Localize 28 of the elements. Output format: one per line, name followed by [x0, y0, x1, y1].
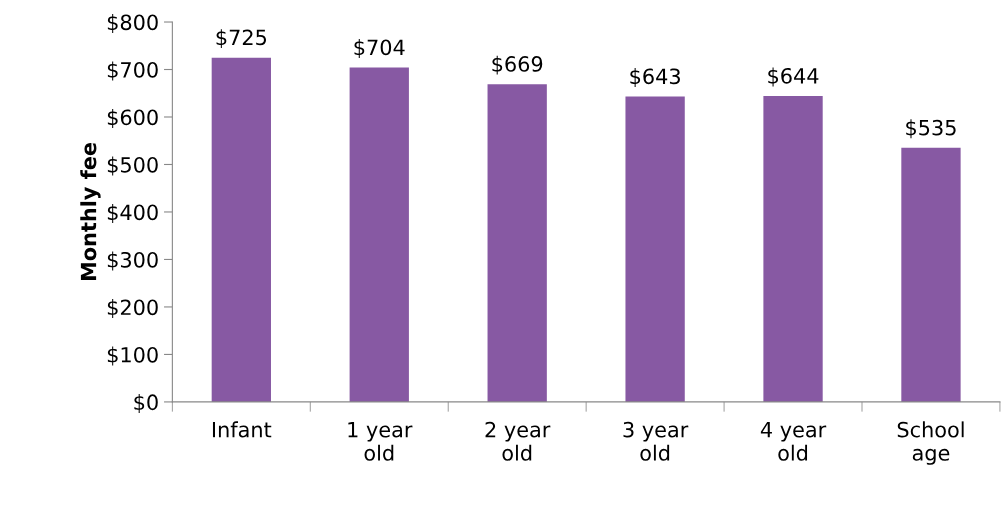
y-tick-label: $100	[107, 346, 158, 366]
x-tick-label: 2 year old	[485, 421, 551, 461]
bar	[349, 67, 409, 402]
bar	[211, 57, 271, 402]
x-tick-label: School age	[897, 421, 964, 465]
x-tick-label: 1 year old	[348, 422, 413, 461]
y-tick-label: $300	[107, 251, 158, 271]
x-tick-label: Infant	[212, 421, 272, 438]
y-tick-label: $700	[107, 61, 158, 81]
x-tick-label: 4 year old	[760, 422, 827, 461]
data-label: $725	[216, 29, 267, 49]
y-tick-label: $800	[107, 14, 158, 33]
y-tick-label: $500	[107, 156, 158, 176]
x-tick-label: 3 year old	[623, 421, 689, 461]
y-tick-label: $200	[107, 299, 158, 318]
bar	[901, 147, 961, 402]
data-label: $644	[768, 67, 819, 87]
y-tick-label: $400	[107, 204, 158, 223]
y-tick-label: $600	[107, 109, 158, 128]
bar	[625, 96, 685, 402]
y-axis-title: Monthly fee	[80, 142, 101, 281]
y-tick-label: $0	[134, 394, 158, 413]
bar	[487, 84, 547, 402]
data-label: $535	[906, 119, 956, 139]
data-label: $643	[630, 68, 680, 87]
data-label: $669	[492, 55, 543, 75]
data-label: $704	[354, 39, 405, 58]
bar	[763, 96, 823, 402]
